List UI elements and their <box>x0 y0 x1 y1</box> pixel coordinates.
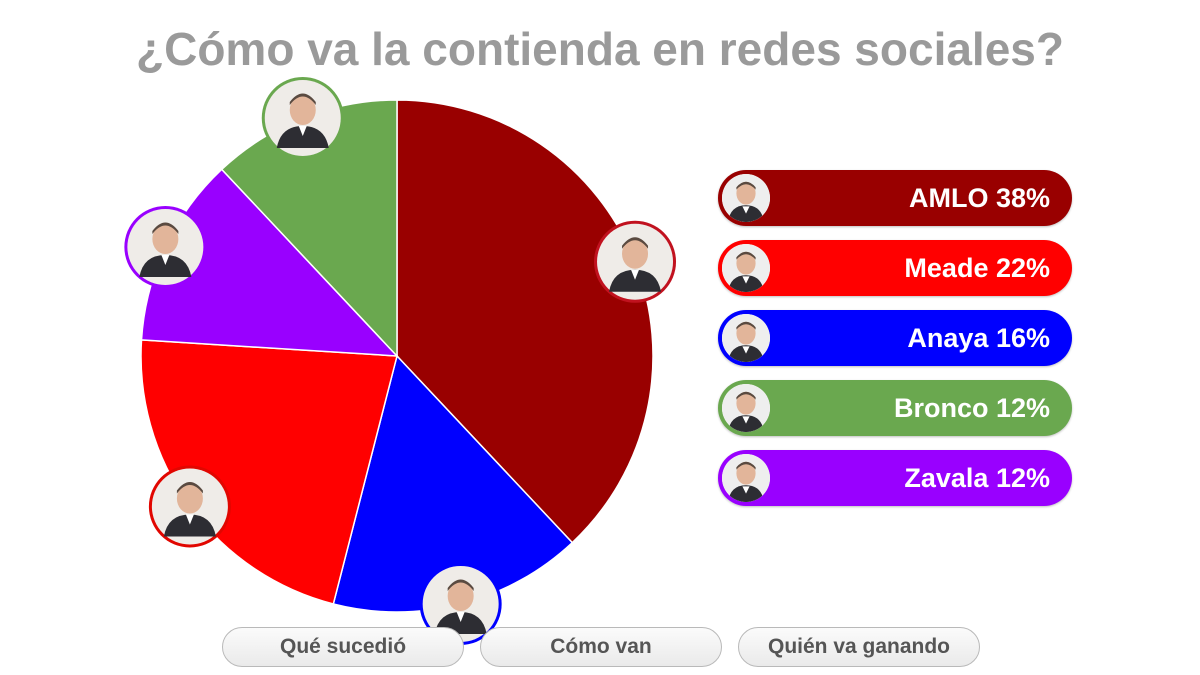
legend-label-zavala: Zavala 12% <box>904 463 1050 493</box>
legend-item-meade[interactable]: Meade 22% <box>718 240 1072 296</box>
candidate-photo-icon <box>722 454 770 502</box>
candidate-photo-icon <box>722 174 770 222</box>
page-title: ¿Cómo va la contienda en redes sociales? <box>136 23 1064 75</box>
candidate-photo-icon <box>722 314 770 362</box>
legend-label-bronco: Bronco 12% <box>893 393 1050 423</box>
nav-buttons: Qué sucedió Cómo van Quién va ganando <box>222 627 982 667</box>
candidate-photo-icon <box>124 206 207 289</box>
candidate-photo-icon <box>594 220 677 303</box>
como-van-button[interactable]: Cómo van <box>480 627 722 667</box>
quien-va-ganando-button[interactable]: Quién va ganando <box>738 627 980 667</box>
legend-item-amlo[interactable]: AMLO 38% <box>718 170 1072 226</box>
legend-item-bronco[interactable]: Bronco 12% <box>718 380 1072 436</box>
candidate-photo-icon <box>419 562 502 645</box>
que-sucedio-button[interactable]: Qué sucedió <box>222 627 464 667</box>
legend-label-amlo: AMLO 38% <box>908 183 1050 213</box>
candidate-photo-icon <box>722 384 770 432</box>
legend-item-zavala[interactable]: Zavala 12% <box>718 450 1072 506</box>
candidate-photo-icon <box>722 244 770 292</box>
legend-label-meade: Meade 22% <box>904 253 1050 283</box>
legend: AMLO 38% Meade 22% Anaya 16% Bronco 12% … <box>718 170 1072 520</box>
legend-label-anaya: Anaya 16% <box>907 323 1050 353</box>
candidate-photo-icon <box>261 76 344 159</box>
candidate-photo-icon <box>148 465 231 548</box>
legend-item-anaya[interactable]: Anaya 16% <box>718 310 1072 366</box>
